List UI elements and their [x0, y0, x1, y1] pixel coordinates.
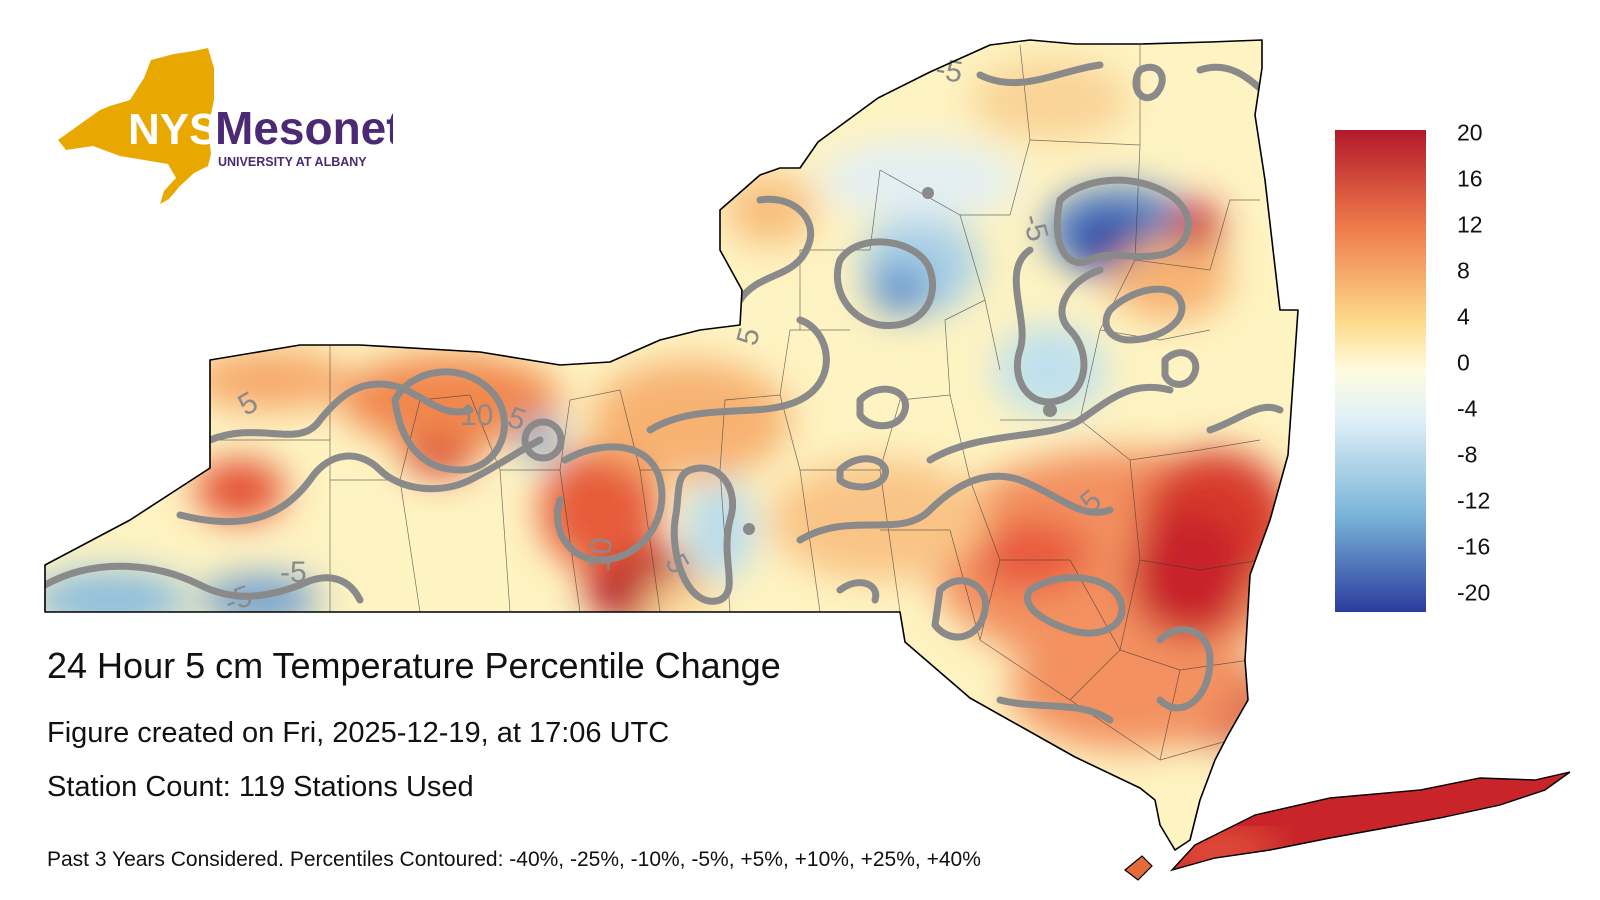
contour-lines: [45, 61, 1284, 724]
legend-tick-label: -8: [1457, 441, 1478, 468]
long-island-field: [1172, 772, 1570, 870]
logo-name: Mesonet: [215, 102, 393, 154]
contour-label: -5: [280, 556, 307, 589]
legend-tick-label: 4: [1457, 303, 1470, 330]
marker-dots: [743, 187, 1057, 535]
staten-island: [1124, 855, 1153, 881]
legend-tick-label: -20: [1457, 579, 1491, 606]
legend-tick-label: 20: [1457, 119, 1483, 146]
legend-tick-label: 12: [1457, 211, 1483, 238]
contour-note: Past 3 Years Considered. Percentiles Con…: [47, 848, 981, 871]
legend-tick-label: -16: [1457, 533, 1491, 560]
logo-org: UNIVERSITY AT ALBANY: [218, 155, 367, 169]
nys-outline: [44, 39, 1299, 851]
creation-timestamp: Figure created on Fri, 2025-12-19, at 17…: [47, 717, 670, 749]
color-legend: 20 16 12 8 4 0 -4 -8 -12 -16 -20: [1335, 120, 1490, 618]
legend-tick-label: -4: [1457, 395, 1478, 422]
nys-state-shape-icon: [58, 48, 214, 204]
legend-tick-label: 0: [1457, 349, 1470, 376]
logo-abbr: NYS: [128, 105, 218, 154]
nys-mesonet-logo: NYS Mesonet UNIVERSITY AT ALBANY: [58, 48, 393, 204]
station-count: Station Count: 119 Stations Used: [47, 771, 474, 803]
legend-tick-label: 16: [1457, 165, 1483, 192]
long-island-outline: [1169, 771, 1571, 872]
legend-tick-label: 8: [1457, 257, 1470, 284]
contour-label: 10: [583, 536, 619, 572]
legend-tick-label: -12: [1457, 487, 1491, 514]
contour-label: 10: [460, 399, 493, 432]
legend-color-bar: [1335, 130, 1426, 612]
map-title: 24 Hour 5 cm Temperature Percentile Chan…: [47, 645, 781, 686]
